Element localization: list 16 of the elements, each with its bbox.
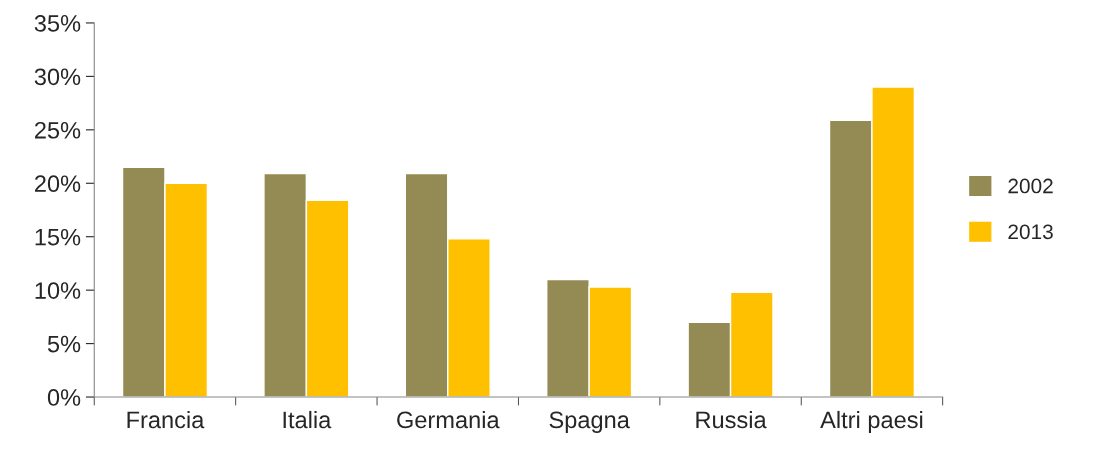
legend-label: 2002 — [1008, 178, 1053, 194]
y-tick-label: 15% — [35, 228, 81, 246]
y-tick-label: 30% — [34, 68, 81, 86]
y-tick-label: 25% — [35, 121, 81, 139]
x-tick-label: Spagna — [549, 411, 630, 433]
x-tick-label: Germania — [397, 410, 500, 429]
y-tick-label: 35% — [34, 15, 81, 32]
y-tick-label: 5% — [47, 335, 81, 353]
x-tick-label: Francia — [127, 410, 205, 429]
x-tick-label: Italia — [283, 410, 332, 429]
y-tick-label: 0% — [47, 389, 81, 406]
legend-label: 2013 — [1008, 224, 1053, 240]
y-tick-label: 10% — [35, 282, 81, 299]
y-tick-label: 20% — [35, 175, 81, 193]
x-tick-label: Altri paesi — [820, 410, 923, 433]
x-tick-label: Russia — [696, 410, 767, 429]
